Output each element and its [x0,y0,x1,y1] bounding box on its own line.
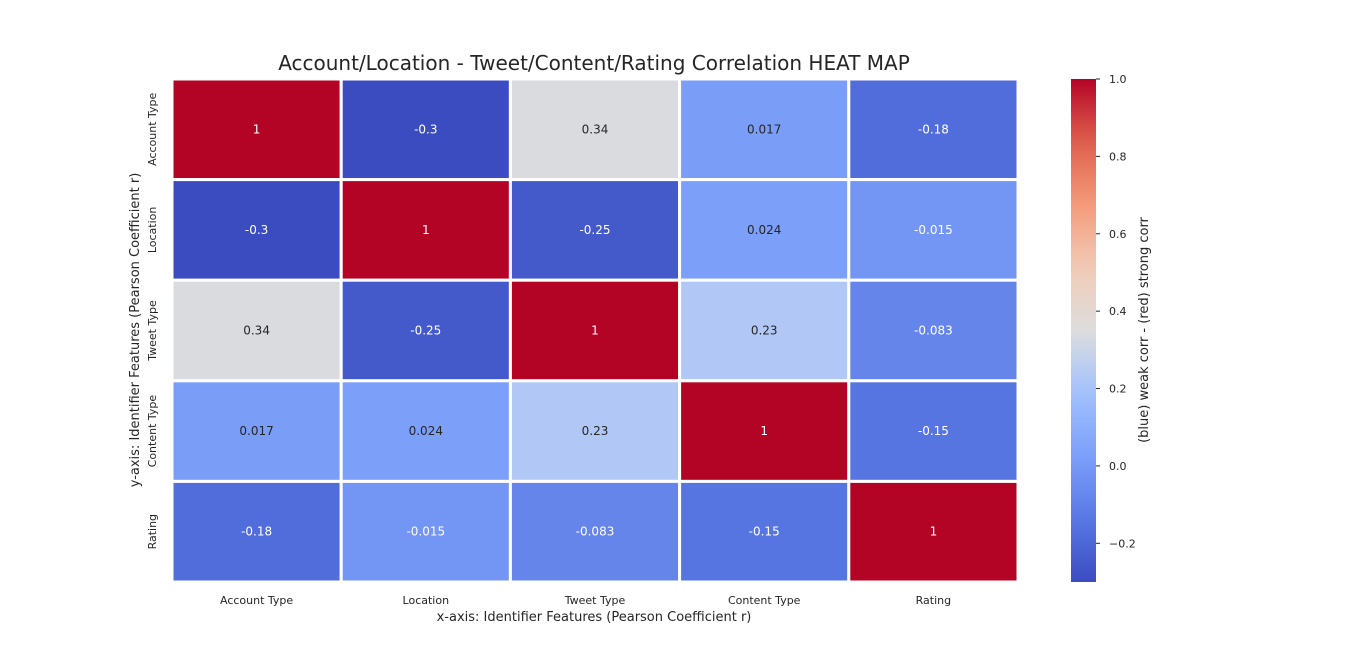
colorbar-ticks: −0.2 0.0 0.2 0.4 0.6 0.8 1.0 [1096,73,1136,550]
cell-value-label: -0.083 [576,525,615,539]
chart-title: Account/Location - Tweet/Content/Rating … [278,51,910,75]
cell-value-label: 0.34 [243,324,270,338]
x-axis-label: x-axis: Identifier Features (Pearson Coe… [437,610,752,625]
heatmap-cells: 1 -0.3 0.34 0.017 -0.18 -0.3 1 -0.25 0.024 -0.015… [170,77,1020,584]
heatmap-cell [339,479,512,584]
cell-value-label: 0.024 [409,424,443,438]
cell-value-label: -0.15 [749,525,780,539]
cell-value-label: -0.15 [918,424,949,438]
cell-value-label: -0.25 [579,223,610,237]
x-tick-label: Account Type [220,594,293,607]
cell-value-label: -0.18 [241,525,272,539]
y-axis-label: y-axis: Identifier Features (Pearson Coe… [128,173,143,488]
cell-value-label: 0.23 [751,324,778,338]
cell-value-label: -0.015 [406,525,445,539]
colorbar-tick-label: 1.0 [1109,73,1127,86]
heatmap-cell [339,379,512,483]
heatmap-cell [508,479,682,584]
heatmap-cell [678,379,851,483]
cell-value-label: 0.017 [747,122,781,136]
heatmap-cell [339,278,512,383]
colorbar-tick-label: 0.2 [1109,383,1127,396]
colorbar-label: (blue) weak corr - (red) strong corr [1137,216,1152,442]
cell-value-label: 0.34 [582,122,609,136]
cell-value-label: 0.23 [582,424,609,438]
cell-value-label: 0.024 [747,223,781,237]
cell-value-label: 1 [930,525,938,539]
heatmap-cell [170,479,343,584]
colorbar-tick-label: 0.8 [1109,150,1127,163]
heatmap-cell [508,379,682,483]
colorbar-tick-label: 0.0 [1109,460,1127,473]
y-tick-labels: Account Type Location Tweet Type Content Ty… [146,92,159,549]
cell-value-label: 1 [422,223,430,237]
cell-value-label: -0.25 [410,324,441,338]
cell-value-label: -0.3 [414,122,437,136]
x-tick-label: Location [403,594,450,607]
colorbar [1071,79,1096,582]
x-tick-label: Content Type [728,594,801,607]
heatmap-cell [847,379,1020,483]
colorbar-tick-label: 0.6 [1109,228,1127,241]
cell-value-label: -0.18 [918,122,949,136]
cell-value-label: -0.083 [914,324,953,338]
heatmap-cell [170,379,343,483]
heatmap-cell [678,278,851,383]
y-tick-label: Content Type [146,395,159,468]
cell-value-label: 1 [591,324,599,338]
y-tick-label: Account Type [146,92,159,165]
y-tick-label: Tweet Type [146,300,159,362]
heatmap-cell [847,479,1020,584]
cell-value-label: 1 [760,424,768,438]
cell-value-label: -0.015 [914,223,953,237]
cell-value-label: 0.017 [239,424,273,438]
cell-value-label: 1 [253,122,261,136]
heatmap-cell [847,178,1020,282]
colorbar-tick-label: −0.2 [1109,537,1136,550]
y-tick-label: Location [146,207,159,254]
y-tick-label: Rating [146,514,159,549]
heatmap-cell [339,77,512,182]
cell-value-label: -0.3 [245,223,268,237]
x-tick-label: Rating [916,594,951,607]
heatmap-cell [170,77,343,182]
colorbar-tick-label: 0.4 [1109,305,1127,318]
heatmap-cell [170,178,343,282]
heatmap-cell [508,178,682,282]
x-tick-labels: Account Type Location Tweet Type Content Ty… [220,594,951,607]
x-tick-label: Tweet Type [564,594,626,607]
